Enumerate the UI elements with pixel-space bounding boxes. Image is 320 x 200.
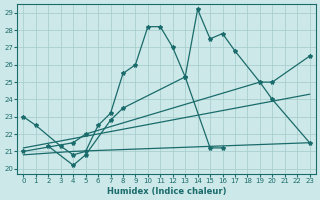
X-axis label: Humidex (Indice chaleur): Humidex (Indice chaleur) — [107, 187, 226, 196]
